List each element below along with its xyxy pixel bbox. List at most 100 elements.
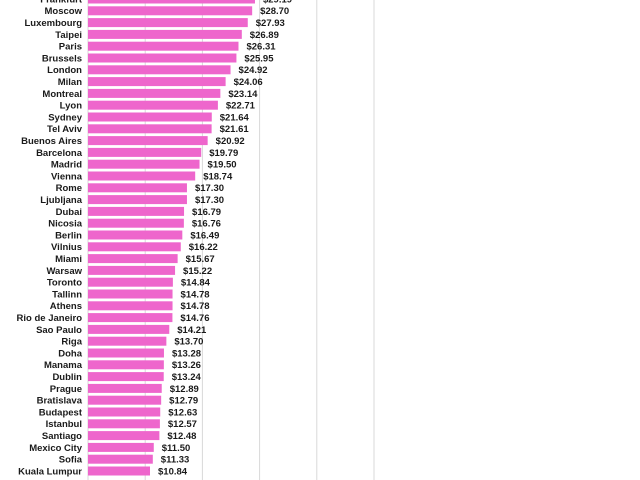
value-label: $15.22: [183, 266, 212, 277]
value-label: $22.71: [226, 101, 256, 112]
category-label: Prague: [50, 384, 82, 395]
value-label: $17.30: [195, 183, 224, 194]
category-label: Tel Aviv: [47, 124, 83, 135]
category-label: Frankfurt: [40, 0, 83, 5]
category-label: Dublin: [52, 372, 82, 383]
category-label: Sao Paulo: [36, 325, 82, 336]
category-label: Moscow: [45, 6, 83, 17]
value-label: $17.30: [195, 195, 224, 206]
category-label: Manama: [44, 360, 83, 371]
value-label: $26.89: [250, 30, 279, 41]
bar: [88, 277, 173, 287]
value-label: $12.57: [168, 419, 197, 430]
bar: [88, 0, 255, 4]
category-label: Buenos Aires: [21, 136, 82, 147]
category-label: Ljubljana: [40, 195, 82, 206]
bar: [88, 301, 173, 311]
city-labels: FrankfurtMoscowLuxembourgTaipeiParisBrus…: [17, 0, 83, 477]
value-label: $18.74: [203, 171, 233, 182]
value-label: $14.76: [180, 313, 209, 324]
category-label: Berlin: [55, 230, 82, 241]
value-label: $11.50: [162, 443, 191, 454]
category-label: Lyon: [60, 101, 83, 112]
bar: [88, 147, 202, 157]
bar: [88, 77, 226, 87]
bar: [88, 171, 196, 181]
bar: [88, 29, 242, 39]
value-label: $10.84: [158, 466, 188, 477]
value-label: $16.76: [192, 219, 221, 230]
bars: [88, 0, 255, 476]
value-label: $14.78: [181, 301, 210, 312]
value-label: $23.14: [228, 89, 258, 100]
value-label: $16.49: [190, 230, 219, 241]
bar: [88, 230, 183, 240]
value-label: $20.92: [216, 136, 245, 147]
bar: [88, 183, 187, 193]
value-label: $12.79: [169, 396, 198, 407]
category-label: Athens: [50, 301, 82, 312]
value-label: $12.48: [167, 431, 196, 442]
value-label: $29.19: [263, 0, 292, 5]
value-label: $13.28: [172, 348, 201, 359]
category-label: Brussels: [42, 53, 82, 64]
category-label: Milan: [58, 77, 82, 88]
value-label: $15.67: [186, 254, 215, 265]
value-label: $13.70: [174, 337, 203, 348]
value-label: $25.95: [244, 53, 274, 64]
bar: [88, 218, 184, 228]
bar: [88, 383, 162, 393]
category-label: London: [47, 65, 82, 76]
bar: [88, 136, 208, 146]
bar: [88, 41, 239, 51]
category-label: Riga: [61, 337, 82, 348]
category-label: Sofia: [59, 455, 83, 466]
category-label: Dubai: [56, 207, 82, 218]
category-label: Rio de Janeiro: [17, 313, 83, 324]
category-label: Taipei: [55, 30, 82, 41]
category-label: Rome: [56, 183, 82, 194]
bar: [88, 442, 154, 452]
value-label: $19.50: [208, 160, 237, 171]
category-label: Santiago: [42, 431, 82, 442]
category-label: Warsaw: [46, 266, 82, 277]
bar: [88, 88, 221, 98]
category-label: Madrid: [51, 160, 82, 171]
bar: [88, 348, 164, 358]
value-label: $14.21: [177, 325, 207, 336]
bar: [88, 18, 248, 28]
category-label: Toronto: [47, 278, 82, 289]
value-label: $21.61: [220, 124, 250, 135]
bar: [88, 454, 153, 464]
category-label: Vienna: [51, 171, 83, 182]
bar: [88, 289, 173, 299]
bar: [88, 100, 218, 110]
category-label: Mexico City: [29, 443, 83, 454]
category-label: Montreal: [42, 89, 82, 100]
value-label: $13.26: [172, 360, 201, 371]
value-label: $24.92: [239, 65, 268, 76]
value-label: $16.22: [189, 242, 218, 253]
category-label: Doha: [58, 348, 82, 359]
value-label: $26.31: [246, 42, 276, 53]
category-label: Barcelona: [36, 148, 83, 159]
bar: [88, 407, 161, 417]
bar: [88, 324, 170, 334]
bar: [88, 254, 178, 264]
bar: [88, 112, 212, 122]
value-label: $27.93: [256, 18, 285, 29]
value-label: $12.89: [170, 384, 199, 395]
category-label: Vilnius: [51, 242, 82, 253]
category-label: Paris: [59, 42, 82, 53]
category-label: Bratislava: [37, 396, 83, 407]
bar: [88, 265, 176, 275]
bar: [88, 431, 160, 441]
value-label: $21.64: [220, 112, 250, 123]
category-label: Istanbul: [46, 419, 82, 430]
bar: [88, 372, 164, 382]
bar: [88, 124, 212, 134]
category-label: Nicosia: [48, 219, 83, 230]
bar: [88, 395, 162, 405]
bar: [88, 419, 160, 429]
value-label: $12.63: [168, 407, 197, 418]
